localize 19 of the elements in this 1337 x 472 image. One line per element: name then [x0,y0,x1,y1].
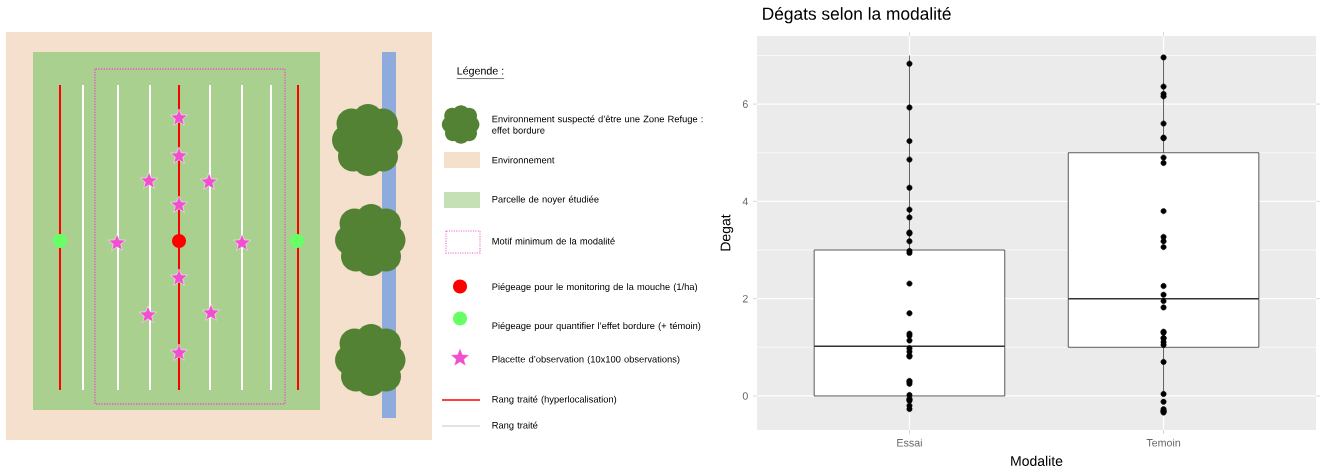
y-tick-label: 0 [742,392,748,400]
x-tick-label: Temoin [1146,438,1181,447]
text: Parcelle de noyer étudiée [492,195,599,205]
text: Piégeage pour le monitoring de la mouche (1/ha) [492,283,698,292]
text: Rang traité [492,421,538,431]
y-tick-label: 2 [742,294,748,303]
y-axis-title: Degat [720,214,734,251]
text: Environnement suspecté d’être une Zone Refuge : effet bordure [492,115,703,134]
text: Motif minimum de la modalité [492,237,615,245]
text: Rang traité (hyperlocalisation) [492,395,617,405]
text: Légende : [457,66,504,77]
x-tick-label: Essai [897,438,922,447]
y-tick-label: 6 [742,100,748,108]
text: Piégeage pour quantifier l’effet bordure (+ témoin) [492,322,701,331]
y-tick-label: 4 [742,197,748,206]
text: Placette d’observation (10x100 observations) [492,355,680,365]
text: Environnement [492,156,555,164]
chart-title: Dégats selon la modalité [763,6,951,24]
x-axis-title: Modalite [1011,455,1063,466]
